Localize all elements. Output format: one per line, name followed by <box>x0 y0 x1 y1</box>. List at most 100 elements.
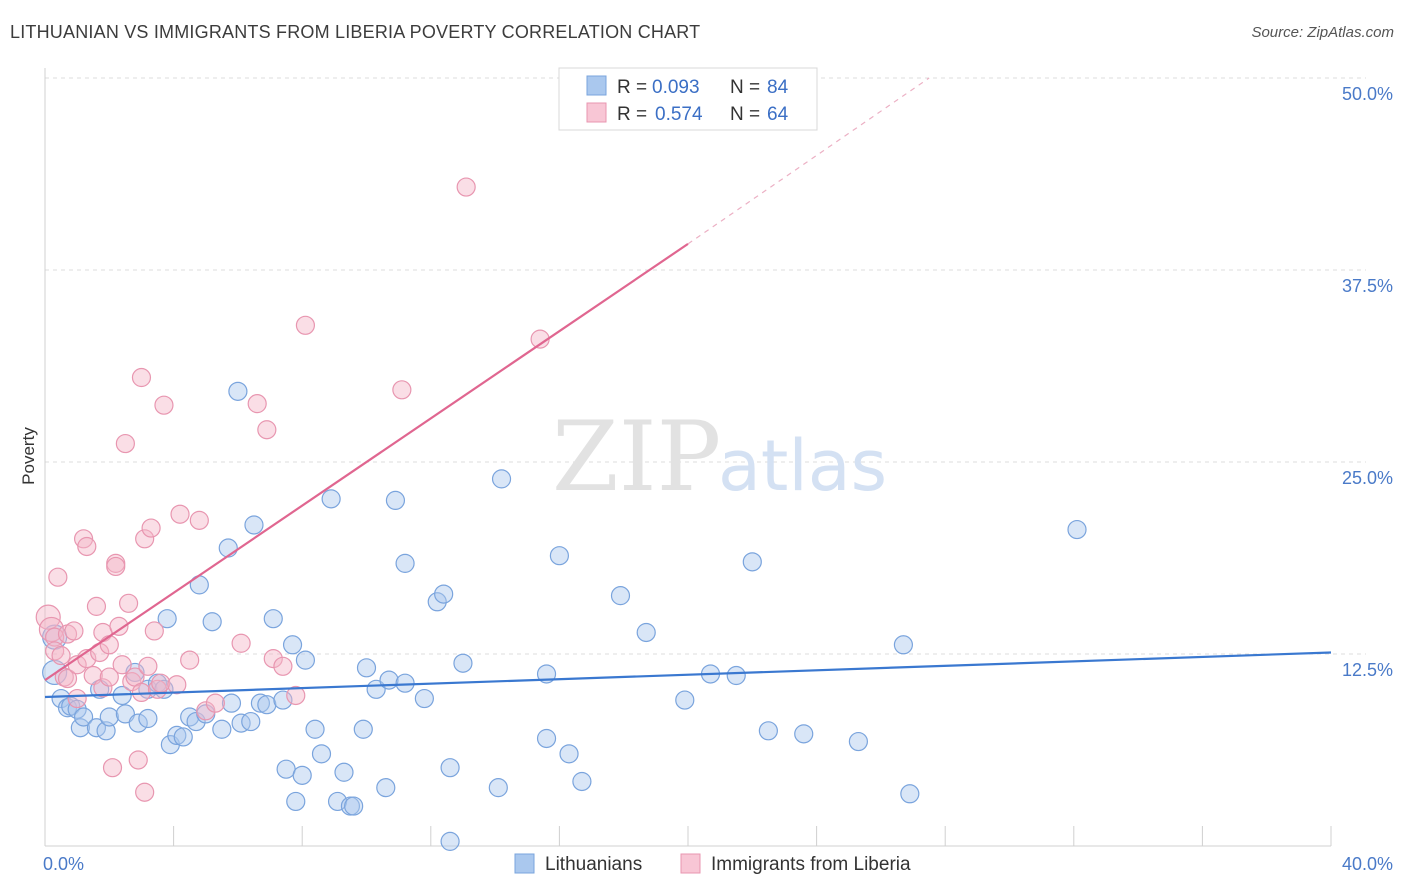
series-legend-label-lithuanians: Lithuanians <box>545 854 642 875</box>
lithuanians-point-53 <box>356 658 377 678</box>
liberia-trend-line <box>44 242 689 682</box>
lithuanians-point-46 <box>311 744 332 764</box>
lithuanians-point-63 <box>440 758 460 778</box>
liberia-point-46 <box>196 701 216 721</box>
lithuanians-point-45 <box>305 719 325 739</box>
lithuanians-point-83 <box>900 784 920 804</box>
lithuanians-point-29 <box>212 719 232 739</box>
liberia-point-32 <box>131 367 152 388</box>
lithuanians-point-82 <box>893 635 914 655</box>
trend-lines <box>44 77 1332 699</box>
x-tick-label-1: 40.0% <box>1342 854 1393 874</box>
lithuanians-point-80 <box>794 724 814 744</box>
lithuanians-point-30 <box>218 538 238 558</box>
lithuanians-point-56 <box>379 670 399 690</box>
liberia-point-26 <box>112 655 132 675</box>
series-legend: Lithuanians Immigrants from Liberia <box>514 853 911 875</box>
lithuanians-point-34 <box>241 711 261 732</box>
liberia-point-9 <box>64 621 84 641</box>
lithuanians-point-6 <box>70 718 90 738</box>
liberia-point-38 <box>144 621 164 641</box>
series-legend-label-liberia: Immigrants from Liberia <box>711 854 911 875</box>
lithuanians-point-36 <box>250 693 271 713</box>
lithuanians-point-84 <box>1067 519 1087 540</box>
lithuanians-point-59 <box>395 553 415 573</box>
lithuanians-point-32 <box>228 381 248 401</box>
liberia-point-44 <box>180 650 200 670</box>
legend-r-label-2: R = <box>617 104 647 125</box>
lithuanians-point-35 <box>244 515 264 535</box>
legend-n-label-1: N = <box>730 77 760 98</box>
liberia-point-12 <box>73 529 94 549</box>
lithuanians-point-77 <box>726 665 746 686</box>
series-legend-swatch-liberia <box>680 853 701 874</box>
liberia-point-34 <box>135 782 155 802</box>
lithuanians-point-39 <box>273 690 293 710</box>
lithuanians-point-44 <box>295 650 316 670</box>
liberia-point-50 <box>257 420 277 440</box>
lithuanians-point-23 <box>173 727 193 747</box>
lithuanians-point-49 <box>334 762 354 782</box>
legend-n-label-2: N = <box>730 104 760 125</box>
lithuanians-point-60 <box>414 688 434 709</box>
lithuanians-point-68 <box>536 728 557 749</box>
lithuanians-point-72 <box>572 771 592 792</box>
lithuanians-point-75 <box>675 690 695 710</box>
liberia-point-35 <box>135 529 155 549</box>
legend-swatch-pink <box>586 102 607 123</box>
lithuanians-point-71 <box>559 744 579 764</box>
lithuanians-point-52 <box>353 719 373 739</box>
liberia-trend-extension <box>687 77 930 245</box>
lithuanians-point-40 <box>276 759 296 779</box>
axes <box>44 68 1332 847</box>
legend-r-label-1: R = <box>617 77 647 98</box>
liberia-point-20 <box>99 667 119 687</box>
liberia-point-21 <box>99 635 119 655</box>
lithuanians-point-62 <box>434 584 454 604</box>
liberia-point-48 <box>231 633 251 653</box>
liberia-point-54 <box>295 315 316 335</box>
liberia-point-25 <box>109 616 129 636</box>
lithuanians-point-57 <box>385 490 406 510</box>
lithuanians-point-64 <box>453 653 473 673</box>
liberia-point-14 <box>77 536 97 557</box>
liberia-point-31 <box>128 750 148 770</box>
y-tick-label-2: 37.5% <box>1342 276 1393 296</box>
source-label: Source: ZipAtlas.com <box>1251 24 1394 41</box>
liberia-point-52 <box>273 656 293 676</box>
lithuanians-point-28 <box>202 612 222 632</box>
lithuanians-point-31 <box>221 693 242 713</box>
lithuanians-point-42 <box>286 791 306 812</box>
liberia-point-41 <box>154 395 174 415</box>
liberia-point-45 <box>189 510 209 530</box>
lithuanians-point-16 <box>138 708 158 729</box>
watermark-zip: ZIP <box>552 401 721 513</box>
liberia-point-8 <box>57 668 78 689</box>
lithuanians-point-51 <box>344 796 364 816</box>
lithuanians-point-79 <box>758 721 778 741</box>
legend-swatch-blue <box>586 75 607 96</box>
grid-lines <box>45 77 1366 655</box>
lithuanians-trend-line <box>44 651 1332 699</box>
liberia-point-53 <box>286 685 306 706</box>
lithuanians-point-25 <box>186 711 206 732</box>
lithuanians-point-55 <box>376 778 396 798</box>
lithuanians-point-11 <box>99 707 119 727</box>
liberia-point-43 <box>170 504 190 524</box>
liberia-point-22 <box>102 758 123 778</box>
liberia-point-18 <box>93 678 113 698</box>
lithuanians-point-20 <box>157 609 177 629</box>
lithuanians-point-22 <box>167 725 187 746</box>
y-tick-label-1: 25.0% <box>1342 468 1393 488</box>
y-axis-title: Poverty <box>19 427 38 485</box>
lithuanians-point-74 <box>636 622 656 643</box>
liberia-point-56 <box>456 177 476 197</box>
lithuanians-point-47 <box>321 489 341 509</box>
lithuanians-point-81 <box>848 731 868 752</box>
liberia-point-40 <box>151 673 171 693</box>
x-tick-labels: 0.0% 40.0% <box>43 854 1393 874</box>
chart-title: LITHUANIAN VS IMMIGRANTS FROM LIBERIA PO… <box>10 22 701 42</box>
series-legend-swatch-lithuanians <box>514 853 535 874</box>
y-tick-label-3: 50.0% <box>1342 84 1393 104</box>
